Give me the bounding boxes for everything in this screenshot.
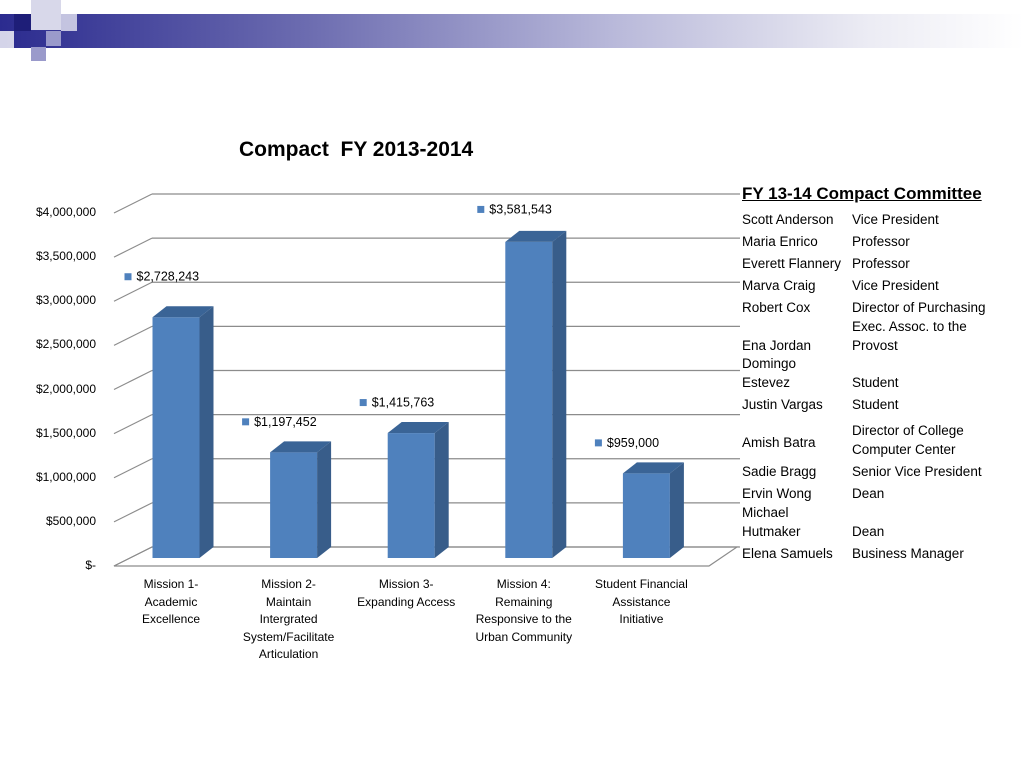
- header-square-decoration: [46, 31, 61, 46]
- data-label: $1,415,763: [359, 396, 435, 410]
- y-tick-label: $500,000: [45, 513, 96, 528]
- member-name: Domingo Estevez: [742, 356, 797, 390]
- bar: [387, 422, 449, 558]
- bar-front: [622, 473, 670, 558]
- x-tick-label: Mission 4: Remaining Responsive to the U…: [475, 577, 573, 644]
- member-role: Professor: [852, 234, 910, 249]
- gridline-depth: [113, 237, 153, 258]
- bar-front: [387, 433, 435, 558]
- bar-top: [270, 441, 332, 453]
- y-tick-label: $4,000,000: [35, 205, 96, 219]
- bar-side: [199, 306, 214, 558]
- member-name: Amish Batra: [742, 435, 816, 450]
- data-label-text: $1,197,452: [254, 415, 317, 429]
- member-name: Maria Enrico: [742, 234, 818, 249]
- member-name: Everett Flannery: [742, 256, 842, 271]
- data-label: $3,581,543: [477, 202, 552, 216]
- data-label-marker: [477, 205, 485, 213]
- bar-side: [434, 422, 449, 558]
- x-tick-label: Mission 1- Academic Excellence: [141, 577, 201, 626]
- y-tick-label: $1,000,000: [35, 469, 96, 484]
- data-label: $2,728,243: [124, 270, 200, 284]
- header-square-decoration: [0, 31, 14, 48]
- member-name: Michael Hutmaker: [742, 505, 801, 539]
- header-square-decoration: [31, 0, 61, 30]
- bar: [152, 306, 214, 558]
- committee-title: FY 13-14 Compact Committee: [742, 184, 982, 203]
- bar: [270, 441, 332, 558]
- chart-floor: [113, 546, 739, 567]
- data-label-marker: [594, 439, 602, 447]
- member-name: Justin Vargas: [742, 397, 823, 412]
- data-label-text: $959,000: [607, 436, 659, 450]
- member-role: Dean: [852, 486, 885, 501]
- header-square-decoration: [14, 14, 31, 31]
- data-label-text: $3,581,543: [489, 202, 552, 216]
- chart-data-labels: $2,728,243 $1,197,452 $1,415,763 $3,581,543…: [124, 202, 659, 450]
- header-gradient-band: [0, 14, 1024, 48]
- x-tick-label: Mission 3- Expanding Access: [357, 577, 456, 609]
- x-tick-label: Student Financial Assistance Initiative: [595, 577, 688, 626]
- member-role: Director of Purchasing: [852, 300, 986, 315]
- member-role: Business Manager: [852, 546, 964, 561]
- data-label: $959,000: [594, 436, 659, 450]
- y-tick-label: $2,000,000: [35, 381, 96, 396]
- bar-front: [270, 452, 318, 558]
- bar: [505, 230, 567, 558]
- member-name: Ervin Wong: [742, 486, 812, 501]
- member-role: Student: [852, 375, 899, 390]
- header-square-decoration: [31, 47, 46, 61]
- gridline-depth: [113, 458, 153, 479]
- bar-side: [669, 462, 684, 558]
- member-role: Professor: [852, 256, 910, 271]
- bar-front: [505, 241, 553, 558]
- data-label-marker: [242, 418, 250, 426]
- bar-side: [552, 230, 567, 558]
- header-square-decoration: [61, 14, 77, 31]
- member-name: Sadie Bragg: [742, 464, 817, 479]
- gridline-depth: [113, 414, 153, 435]
- chart-bars: [152, 230, 684, 558]
- data-label-marker: [359, 399, 367, 407]
- bar-top: [152, 306, 214, 318]
- y-tick-label: $3,000,000: [35, 293, 96, 308]
- member-role: Senior Vice President: [852, 464, 982, 479]
- y-tick-label: $3,500,000: [35, 249, 96, 264]
- bar-side: [317, 441, 332, 558]
- data-label: $1,197,452: [242, 415, 317, 429]
- gridline-depth: [113, 502, 153, 523]
- gridline-depth: [113, 281, 153, 302]
- gridline-depth: [113, 325, 153, 346]
- data-label-marker: [124, 273, 132, 281]
- data-label-text: $2,728,243: [137, 270, 200, 284]
- y-tick-label: $-: [85, 558, 96, 572]
- member-role: Director of College Computer Center: [852, 423, 964, 457]
- member-role: Exec. Assoc. to the Provost: [852, 319, 967, 353]
- member-role: Student: [852, 397, 899, 412]
- member-name: Scott Anderson: [742, 212, 834, 227]
- gridline-depth: [113, 193, 153, 214]
- member-role: Dean: [852, 524, 885, 539]
- member-role: Vice President: [852, 278, 939, 293]
- y-tick-label: $2,500,000: [35, 337, 96, 352]
- bar-top: [387, 422, 449, 434]
- member-name: Ena Jordan: [742, 338, 812, 353]
- x-tick-label: Mission 2- Maintain Intergrated System/F…: [242, 577, 335, 661]
- data-label-text: $1,415,763: [372, 396, 435, 410]
- member-name: Marva Craig: [742, 278, 816, 293]
- bar-front: [152, 317, 200, 558]
- y-tick-label: $1,500,000: [35, 425, 96, 440]
- bar-top: [505, 230, 567, 242]
- bar: [622, 462, 684, 558]
- gridline-depth: [113, 369, 153, 391]
- member-name: Robert Cox: [742, 300, 811, 315]
- chart-title: Compact FY 2013-2014: [239, 138, 474, 161]
- bar-top: [622, 462, 684, 474]
- member-role: Vice President: [852, 212, 939, 227]
- member-name: Elena Samuels: [742, 546, 833, 561]
